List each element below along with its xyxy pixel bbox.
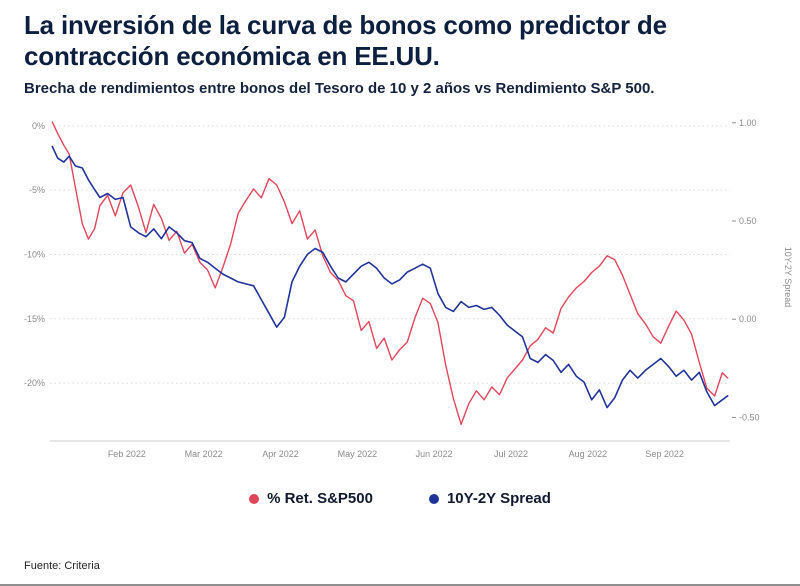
legend-label-sp500: % Ret. S&P500: [267, 490, 373, 508]
right-axis-tick-label: 0.50: [739, 216, 757, 226]
chart-footer: Fuente: Criteria: [0, 550, 800, 586]
legend-item-sp500: % Ret. S&P500: [249, 490, 373, 507]
spread-dot-icon: [428, 493, 439, 504]
source-label: Fuente: Criteria: [24, 560, 100, 572]
right-axis-tick-label: -0.50: [739, 413, 760, 423]
left-axis-tick-label: -15%: [24, 314, 45, 324]
chart-header: La inversión de la curva de bonos como p…: [0, 0, 800, 97]
left-axis-tick-label: -20%: [24, 378, 45, 388]
legend-item-spread: 10Y-2Y Spread: [428, 490, 551, 508]
chart-area: 0% -5% -10% -15% -20% 1.00 0.50 0.00 -0.50 10Y-2Y…: [14, 103, 793, 476]
x-axis-tick-label: Jul 2022: [494, 449, 528, 459]
x-axis-tick-label: Mar 2022: [185, 449, 223, 459]
x-axis-tick-label: May 2022: [338, 449, 378, 459]
page-subtitle: Brecha de rendimientos entre bonos del T…: [24, 80, 655, 98]
x-axis-tick-label: Apr 2022: [262, 449, 299, 459]
right-axis-tick-label: 0.00: [739, 315, 757, 325]
x-axis-tick-label: Sep 2022: [645, 449, 684, 459]
right-axis-tick-label: 1.00: [739, 118, 757, 128]
series-line-blue: [51, 145, 729, 409]
page-title: La inversión de la curva de bonos como p…: [24, 10, 667, 71]
series-line-red: [51, 121, 729, 426]
line-chart-canvas: 0% -5% -10% -15% -20% 1.00 0.50 0.00 -0.50 10Y-2Y…: [24, 118, 793, 459]
legend-label-spread: 10Y-2Y Spread: [446, 490, 551, 508]
sp500-dot-icon: [249, 493, 260, 504]
right-axis-title: 10Y-2Y Spread: [783, 247, 792, 308]
x-axis-tick-label: Feb 2022: [108, 449, 146, 459]
x-axis-tick-label: Aug 2022: [569, 449, 608, 459]
x-axis-tick-label: Jun 2022: [416, 449, 453, 459]
left-axis-tick-label: -5%: [29, 186, 45, 196]
left-axis-tick-label: 0%: [32, 121, 45, 131]
left-axis-tick-label: -10%: [24, 250, 45, 260]
chart-legend: % Ret. S&P500 10Y-2Y Spread: [0, 490, 800, 507]
